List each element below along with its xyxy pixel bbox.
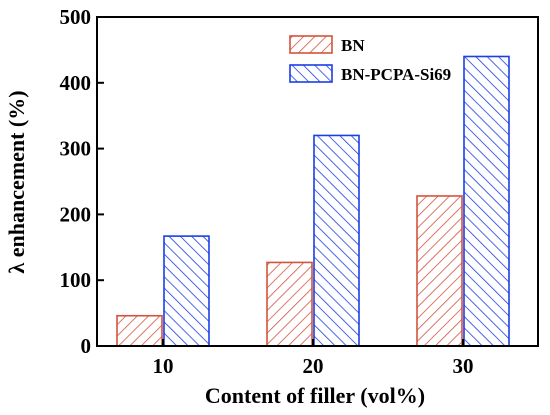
y-tick-label: 0 bbox=[81, 334, 92, 358]
legend-swatch bbox=[289, 35, 333, 54]
plot-frame bbox=[96, 16, 539, 347]
bar-bn-30 bbox=[416, 195, 463, 347]
x-tick-label: 20 bbox=[303, 354, 324, 378]
legend-label: BN bbox=[341, 36, 365, 55]
bar-bn-pcpa-si69-10 bbox=[163, 235, 210, 347]
y-tick-label: 500 bbox=[60, 5, 92, 29]
legend-swatch bbox=[289, 64, 333, 83]
x-tick-label: 10 bbox=[153, 354, 174, 378]
legend-label: BN-PCPA-Si69 bbox=[341, 65, 451, 84]
bar-bn-pcpa-si69-20 bbox=[313, 134, 360, 347]
bar-bn-20 bbox=[266, 261, 313, 347]
y-tick-label: 300 bbox=[60, 137, 92, 161]
y-axis-title: λ enhancement (%) bbox=[4, 90, 29, 273]
y-tick-label: 100 bbox=[60, 268, 92, 292]
x-tick-label: 30 bbox=[453, 354, 474, 378]
x-axis-title: Content of filler (vol%) bbox=[205, 383, 425, 408]
bar-bn-10 bbox=[116, 314, 163, 347]
y-tick-label: 200 bbox=[60, 202, 92, 226]
legend: BN BN-PCPA-Si69 bbox=[289, 35, 451, 84]
axes-layer: 0 100 200 300 400 500 10 20 30 bbox=[60, 5, 539, 378]
bar-bn-pcpa-si69-30 bbox=[463, 55, 510, 347]
y-tick-label: 400 bbox=[60, 71, 92, 95]
bars-layer bbox=[116, 55, 510, 347]
